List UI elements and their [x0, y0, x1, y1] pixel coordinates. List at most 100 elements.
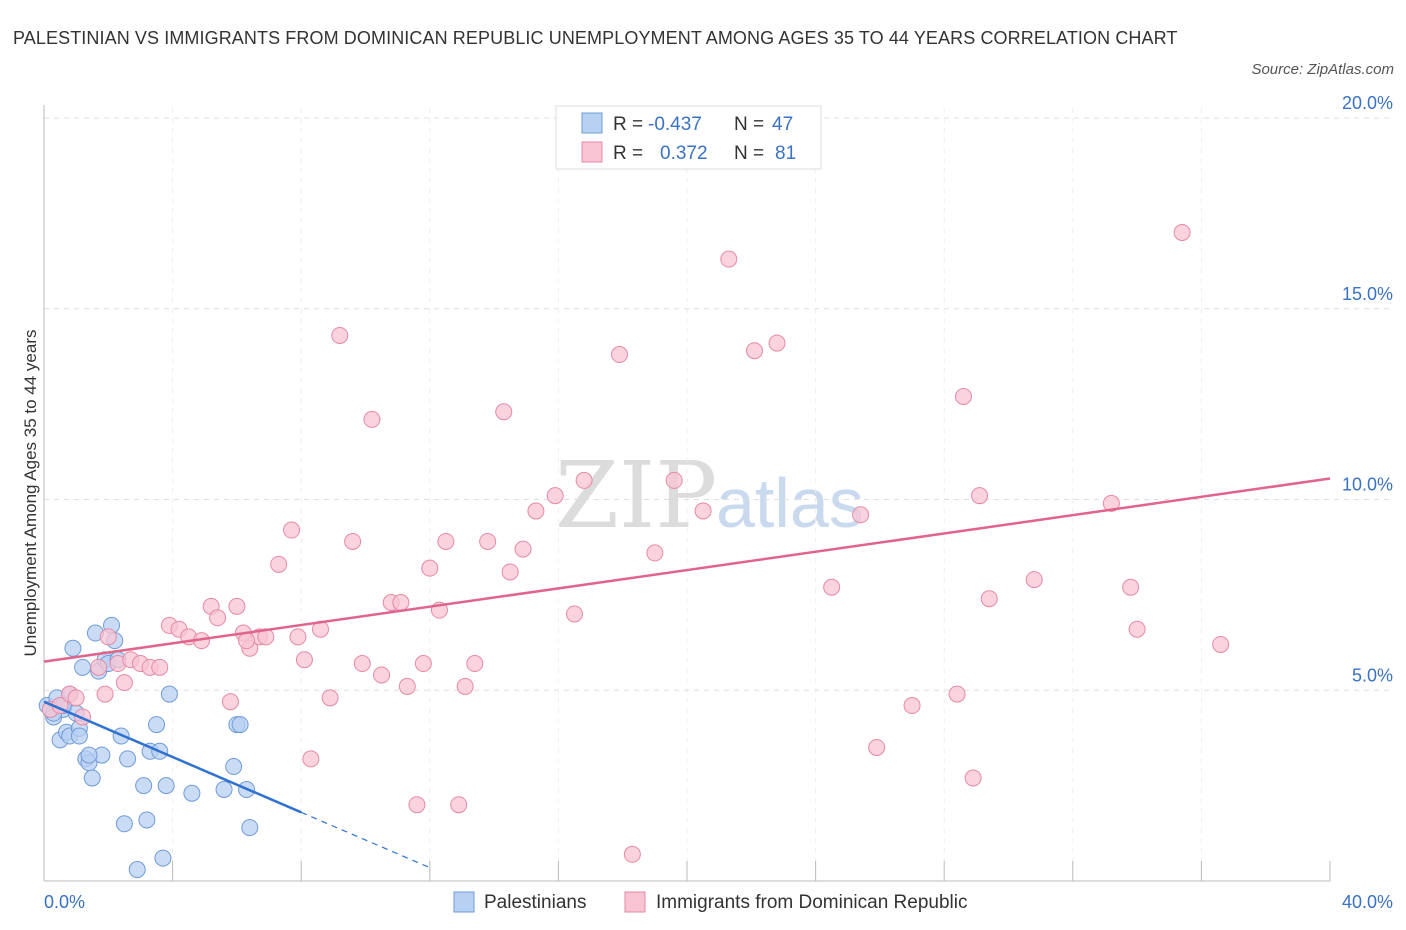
dominican-point-7	[99, 628, 117, 646]
dominican-point-37	[373, 666, 391, 684]
dominican-point-72	[971, 487, 989, 505]
dominican-point-36	[363, 410, 381, 428]
dominican-point-51	[501, 563, 519, 581]
dominican-point-19	[209, 609, 227, 627]
palestinians-point-27	[119, 750, 137, 768]
dominican-point-48	[466, 655, 484, 673]
y-tick-label-15: 15.0%	[1342, 284, 1393, 304]
dominican-point-29	[295, 651, 313, 669]
dominican-point-52	[514, 540, 532, 558]
bottom-legend-palestinians: Palestinians	[484, 892, 586, 913]
dominican-point-64	[768, 334, 786, 352]
palestinians-point-12	[70, 727, 88, 745]
palestinians-trendline-extension	[300, 811, 431, 869]
dominican-point-80	[238, 632, 256, 650]
dominican-point-47	[456, 677, 474, 695]
legend-n-label-1: N =	[734, 114, 764, 135]
palestinians-point-29	[135, 777, 153, 795]
dominican-point-78	[1173, 223, 1191, 241]
dominican-point-26	[270, 555, 288, 573]
legend-r-value-2: 0.372	[660, 143, 708, 164]
legend-swatch-dominican	[581, 141, 603, 163]
palestinians-point-36	[160, 685, 178, 703]
palestinians-point-26	[115, 815, 133, 833]
dominican-point-3	[67, 689, 85, 707]
y-tick-labels: 5.0% 10.0% 15.0% 20.0%	[1342, 93, 1393, 685]
dominican-point-62	[720, 250, 738, 268]
dominican-point-6	[96, 685, 114, 703]
x-tick-label-min: 0.0%	[44, 892, 85, 912]
x-tick-label-max: 40.0%	[1342, 892, 1393, 912]
chart-title: PALESTINIAN VS IMMIGRANTS FROM DOMINICAN…	[13, 28, 1178, 48]
x-ticks	[43, 861, 1331, 881]
dominican-point-41	[408, 796, 426, 814]
dominican-point-49	[479, 532, 497, 550]
dominican-point-65	[823, 578, 841, 596]
watermark-atlas: atlas	[716, 464, 864, 542]
dominican-point-39	[392, 594, 410, 612]
palestinians-point-41	[231, 716, 249, 734]
palestinians-points	[38, 616, 259, 879]
dominican-point-70	[954, 387, 972, 405]
dominican-point-46	[450, 796, 468, 814]
dominican-point-77	[1128, 620, 1146, 638]
dominican-point-56	[575, 471, 593, 489]
bottom-legend-swatch-palestinians	[453, 891, 475, 913]
dominican-point-66	[852, 506, 870, 524]
legend-r-value-1: -0.437	[648, 114, 702, 135]
dominican-point-28	[289, 628, 307, 646]
dominican-point-50	[495, 403, 513, 421]
bottom-legend-dominican: Immigrants from Dominican Republic	[656, 892, 968, 913]
dominican-trendline	[43, 477, 1331, 663]
dominican-point-67	[868, 738, 886, 756]
dominican-point-74	[1025, 571, 1043, 589]
dominican-point-57	[610, 346, 628, 364]
y-tick-label-20: 20.0%	[1342, 93, 1393, 113]
y-tick-label-10: 10.0%	[1342, 475, 1393, 495]
palestinians-point-30	[138, 811, 156, 829]
y-axis-label: Unemployment Among Ages 35 to 44 years	[21, 330, 40, 657]
dominican-point-33	[331, 326, 349, 344]
top-legend: R = -0.437 N = 47 R = 0.372 N = 81	[555, 105, 822, 170]
legend-swatch-palestinians	[581, 112, 603, 134]
palestinians-point-28	[128, 861, 146, 879]
legend-n-label-2: N =	[734, 143, 764, 164]
dominican-point-40	[398, 677, 416, 695]
dominican-point-61	[694, 502, 712, 520]
trendlines	[43, 477, 1331, 869]
dominican-point-43	[421, 559, 439, 577]
y-tick-label-5: 5.0%	[1352, 665, 1393, 685]
palestinians-point-43	[241, 819, 259, 837]
palestinians-point-37	[183, 784, 201, 802]
dominican-point-9	[115, 674, 133, 692]
palestinians-point-39	[225, 758, 243, 776]
dominican-point-45	[437, 532, 455, 550]
dominican-point-34	[344, 532, 362, 550]
dominican-point-21	[228, 597, 246, 615]
dominican-point-63	[746, 342, 764, 360]
dominican-point-71	[964, 769, 982, 787]
palestinians-point-38	[215, 780, 233, 798]
dominican-point-68	[903, 697, 921, 715]
dominican-point-79	[1212, 635, 1230, 653]
legend-r-label-2: R =	[613, 143, 643, 164]
watermark-zip: ZIP	[555, 442, 717, 549]
dominican-point-60	[665, 471, 683, 489]
dominican-point-20	[221, 693, 239, 711]
palestinians-point-35	[157, 777, 175, 795]
legend-n-value-1: 47	[772, 114, 793, 135]
palestinians-point-46	[80, 746, 98, 764]
legend-n-value-2: 81	[775, 143, 796, 164]
dominican-point-73	[980, 590, 998, 608]
dominican-point-27	[283, 521, 301, 539]
dominican-point-58	[623, 845, 641, 863]
bottom-legend: Palestinians Immigrants from Dominican R…	[453, 891, 968, 913]
palestinians-trendline	[43, 700, 302, 814]
palestinians-point-16	[83, 769, 101, 787]
dominican-point-69	[948, 685, 966, 703]
dominican-point-35	[353, 655, 371, 673]
dominican-point-76	[1122, 578, 1140, 596]
palestinians-point-32	[148, 716, 166, 734]
palestinians-point-13	[74, 658, 92, 676]
